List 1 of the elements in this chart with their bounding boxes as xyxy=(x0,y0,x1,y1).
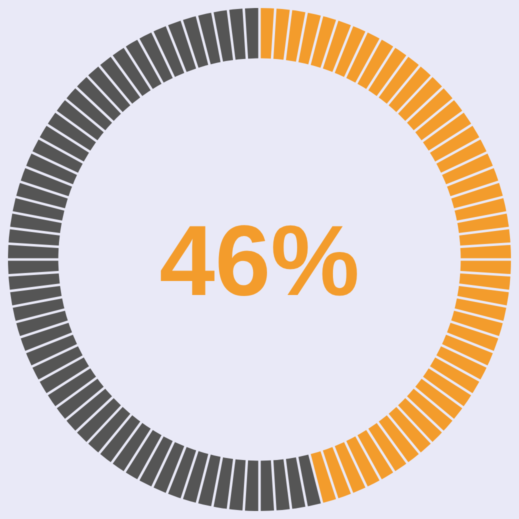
text: 46% xyxy=(159,205,360,318)
